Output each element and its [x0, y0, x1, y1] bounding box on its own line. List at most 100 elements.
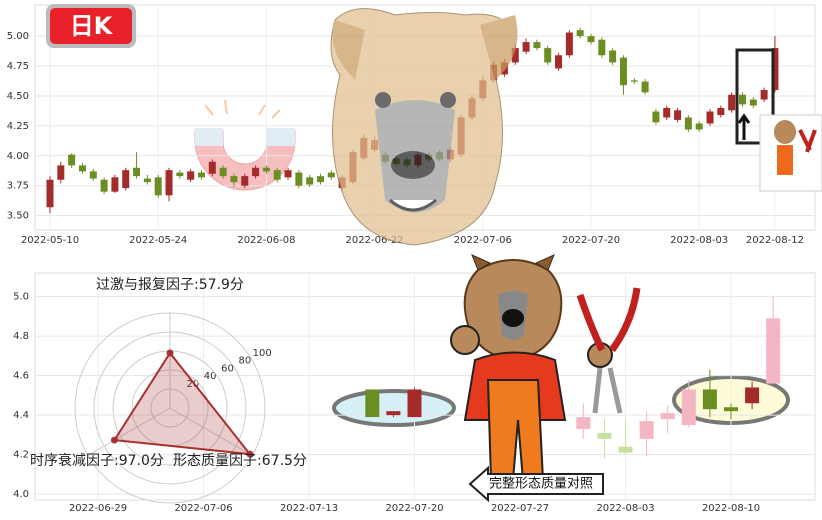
candle-body — [630, 80, 638, 82]
candle-body — [771, 48, 779, 90]
candle-body — [681, 389, 696, 425]
x-tick-label: 2022-07-13 — [280, 503, 338, 514]
candle-body — [587, 36, 595, 43]
button-label[interactable]: 完整形态质量对照 — [489, 477, 593, 492]
x-tick-label: 2022-07-06 — [454, 235, 512, 246]
y-tick-label: 4.75 — [7, 61, 29, 72]
x-tick-label: 2022-07-27 — [491, 503, 549, 514]
y-tick-label: 4.8 — [13, 331, 29, 342]
candle-body — [695, 123, 703, 130]
candle-body — [576, 417, 591, 429]
x-tick-label: 2022-08-10 — [702, 503, 760, 514]
candle-body — [533, 42, 541, 49]
candle-body — [760, 89, 768, 100]
candle-body — [702, 389, 717, 410]
x-tick-label: 2022-07-06 — [174, 503, 232, 514]
candle-body — [143, 178, 151, 183]
candle-body — [68, 154, 76, 166]
candle-body — [745, 387, 760, 404]
x-tick-label: 2022-06-08 — [237, 235, 295, 246]
candle-body — [738, 94, 746, 105]
radar-label: 过激与报复因子:57.9分 — [96, 276, 244, 293]
candle-body — [317, 176, 324, 183]
radar-tick-label: 60 — [221, 363, 234, 374]
y-tick-label: 3.50 — [7, 211, 29, 222]
candle-body — [122, 170, 130, 189]
candle-body — [208, 161, 216, 174]
highlight-ellipse — [332, 389, 456, 427]
arrow — [737, 113, 751, 140]
y-tick-label: 4.0 — [13, 489, 29, 500]
x-tick-label: 2022-08-03 — [596, 503, 654, 514]
candle-body — [641, 81, 649, 93]
candle-body — [706, 111, 714, 124]
candle-body — [230, 176, 238, 183]
x-tick-label: 2022-08-03 — [670, 235, 728, 246]
x-tick-label: 2022-08-12 — [746, 235, 804, 246]
x-tick-label: 2022-07-20 — [562, 235, 620, 246]
candle-body — [365, 389, 380, 418]
y-tick-label: 4.50 — [7, 91, 29, 102]
candle-body — [133, 167, 141, 177]
radar-tick-label: 80 — [239, 356, 252, 367]
candle-body — [663, 107, 671, 118]
dog-mechanic-sticker — [450, 254, 641, 481]
candle-body — [766, 318, 781, 384]
candle-body — [187, 171, 195, 180]
overlay-layer: 日K 完整形态质量对照 — [46, 4, 822, 503]
badge: 日K — [46, 4, 136, 48]
candle-body — [597, 432, 612, 439]
radar-point — [166, 349, 174, 357]
y-tick-label: 4.2 — [13, 450, 29, 461]
radar-area — [112, 351, 253, 456]
radar-tick-label: 20 — [186, 379, 199, 390]
radar-label: 形态质量因子:67.5分 — [173, 453, 307, 469]
badge-text: 日K — [70, 12, 114, 40]
radar-tick-label: 40 — [204, 371, 217, 382]
candle-body — [684, 117, 692, 130]
x-tick-label: 2022-05-10 — [21, 235, 79, 246]
radar-point — [110, 436, 118, 444]
candle-body — [639, 421, 654, 439]
candle-body — [262, 167, 270, 172]
candle-body — [252, 167, 260, 177]
candle-body — [674, 110, 682, 120]
y-tick-label: 5.00 — [7, 31, 29, 42]
pattern-compare-button[interactable]: 完整形态质量对照 — [468, 465, 604, 503]
candle-body — [728, 94, 736, 111]
y-tick-label: 4.4 — [13, 410, 29, 421]
candle-body — [306, 177, 314, 185]
candle-body — [386, 411, 401, 416]
radar-axis — [87, 407, 171, 456]
candle-body — [660, 413, 675, 420]
candle-body — [197, 172, 205, 178]
candle-body — [327, 172, 335, 178]
radar-axis — [169, 407, 253, 456]
candle-body — [598, 39, 606, 56]
bottom-plot-frame — [34, 272, 816, 501]
candle-body — [100, 179, 108, 192]
y-tick-label: 4.6 — [13, 371, 29, 382]
candle-body — [609, 50, 617, 63]
candle-body — [241, 176, 249, 186]
candle-body — [295, 172, 303, 186]
candle-body — [46, 179, 54, 208]
candle-body — [89, 171, 97, 179]
y-tick-label: 3.75 — [7, 181, 29, 192]
candle-body — [219, 167, 227, 177]
candle-body — [284, 170, 292, 178]
candle-body — [724, 407, 738, 412]
candle-body — [111, 177, 119, 192]
x-tick-label: 2022-05-24 — [129, 235, 187, 246]
radar-point — [246, 450, 254, 458]
y-tick-label: 5.0 — [13, 292, 29, 303]
candle-body — [555, 55, 563, 69]
candle-body — [522, 42, 530, 52]
chart-layer: 3.50 3.75 4.00 4.25 4.50 4.75 5.00 2022-05-10 20… — [7, 27, 804, 514]
candle-body — [749, 99, 757, 106]
small-dog-sticker — [759, 114, 822, 192]
y-tick-label: 4.00 — [7, 151, 29, 162]
radar-tick-label: 100 — [253, 348, 272, 359]
candle-body — [618, 446, 633, 453]
candle-body — [165, 170, 173, 196]
